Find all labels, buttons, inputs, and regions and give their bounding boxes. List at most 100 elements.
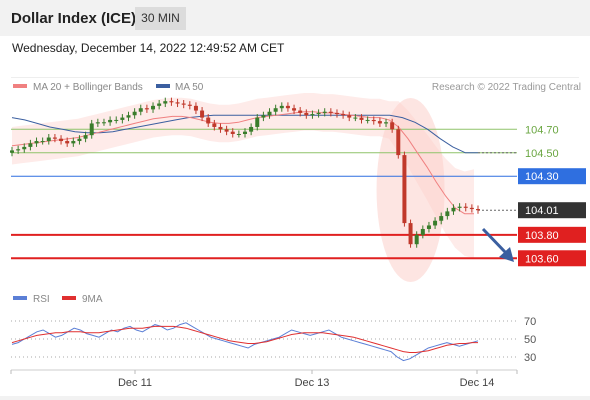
candle-body [457, 206, 462, 208]
candle-body [347, 115, 352, 118]
candle [463, 203, 468, 212]
timeframe-badge[interactable]: 30 MIN [135, 7, 186, 30]
candle-body [285, 105, 290, 109]
forecast-arrow-shaft [481, 227, 509, 256]
candle-body [89, 123, 94, 136]
legend-divider-top [11, 77, 579, 78]
candle [347, 111, 352, 122]
candle [273, 104, 278, 116]
candle-body [304, 112, 309, 116]
candle-body [108, 119, 113, 123]
candle-body [200, 110, 205, 118]
ma50-line [11, 114, 517, 154]
candle [236, 130, 241, 138]
ma20-line [11, 111, 474, 215]
candle [267, 108, 272, 119]
candle [439, 212, 444, 225]
candle-body [396, 129, 401, 156]
candle [402, 151, 407, 227]
x-tick-label: Dec 14 [460, 377, 495, 389]
candle [71, 137, 76, 147]
candle [420, 225, 425, 239]
candle [144, 104, 149, 113]
candle-body [151, 105, 156, 110]
candle-body [273, 108, 278, 112]
candle [322, 108, 327, 117]
candle-body [469, 207, 474, 210]
candle-body [163, 101, 168, 104]
candle [200, 107, 205, 122]
candle-body [187, 104, 192, 106]
candle-body [365, 119, 370, 121]
candle [65, 137, 70, 147]
candle-body [463, 206, 468, 208]
candle-body [169, 101, 174, 103]
rsi-lines [11, 322, 479, 362]
candle-body [261, 115, 266, 118]
candle [230, 128, 235, 138]
candle-body [212, 123, 217, 127]
candle-body [402, 155, 407, 224]
candle [304, 109, 309, 119]
level-label-104-01: 104.01 [525, 205, 559, 217]
rsi-series [11, 322, 479, 362]
candle-body [292, 108, 297, 111]
candle-body [77, 138, 82, 142]
candle [126, 111, 131, 122]
candle [377, 117, 382, 127]
candle-body [126, 115, 131, 118]
candle [16, 145, 21, 154]
candle [181, 100, 186, 109]
ma50-legend-label: MA 50 [175, 82, 204, 93]
candle [206, 114, 211, 127]
legend-rsi: RSI [13, 294, 50, 305]
candle-body [230, 131, 235, 134]
candle-body [138, 108, 143, 112]
candle [83, 131, 88, 143]
candle [187, 101, 192, 110]
candle [261, 111, 266, 122]
level-tag-104-30 [518, 168, 586, 185]
level-tag-104-01 [518, 202, 586, 219]
sell-off-highlight [376, 98, 445, 282]
candle-body [255, 117, 260, 127]
candle-body [371, 119, 376, 122]
rsi-tick-50: 50 [524, 334, 536, 346]
candle [359, 114, 364, 124]
candle-body [236, 134, 241, 135]
candle [451, 204, 456, 215]
candle [243, 128, 247, 138]
candle [193, 102, 198, 115]
candle-body [28, 143, 33, 147]
price-level-labels: 104.70 104.50 104.30 104.01 103.80 103.60 [518, 124, 586, 267]
candle-body [157, 103, 162, 106]
copyright-text: Research © 2022 Trading Central [432, 82, 581, 93]
candle [89, 119, 94, 139]
candle [163, 97, 168, 108]
bollinger-band-area [12, 93, 474, 259]
candle [108, 116, 113, 126]
candle-body [71, 141, 76, 144]
level-label-103-80: 103.80 [525, 230, 559, 242]
candle [22, 143, 27, 153]
candle-body [433, 220, 438, 226]
candle [95, 118, 100, 127]
candle-body [420, 228, 425, 235]
candle [114, 116, 119, 124]
candle-body [390, 122, 395, 130]
candle [279, 102, 284, 112]
rsi-tick-70: 70 [524, 316, 536, 328]
ma50-legend-swatch [156, 84, 170, 88]
candle [10, 146, 14, 157]
bollinger-bands [12, 93, 474, 259]
candle [469, 204, 474, 213]
candle-body [132, 111, 137, 116]
candle [28, 139, 33, 151]
candle-body [218, 126, 223, 130]
candle-body [10, 150, 14, 153]
ma50-series [11, 114, 478, 154]
candle [408, 219, 413, 248]
candle [255, 114, 260, 131]
candle [212, 119, 217, 131]
candle [249, 123, 254, 136]
